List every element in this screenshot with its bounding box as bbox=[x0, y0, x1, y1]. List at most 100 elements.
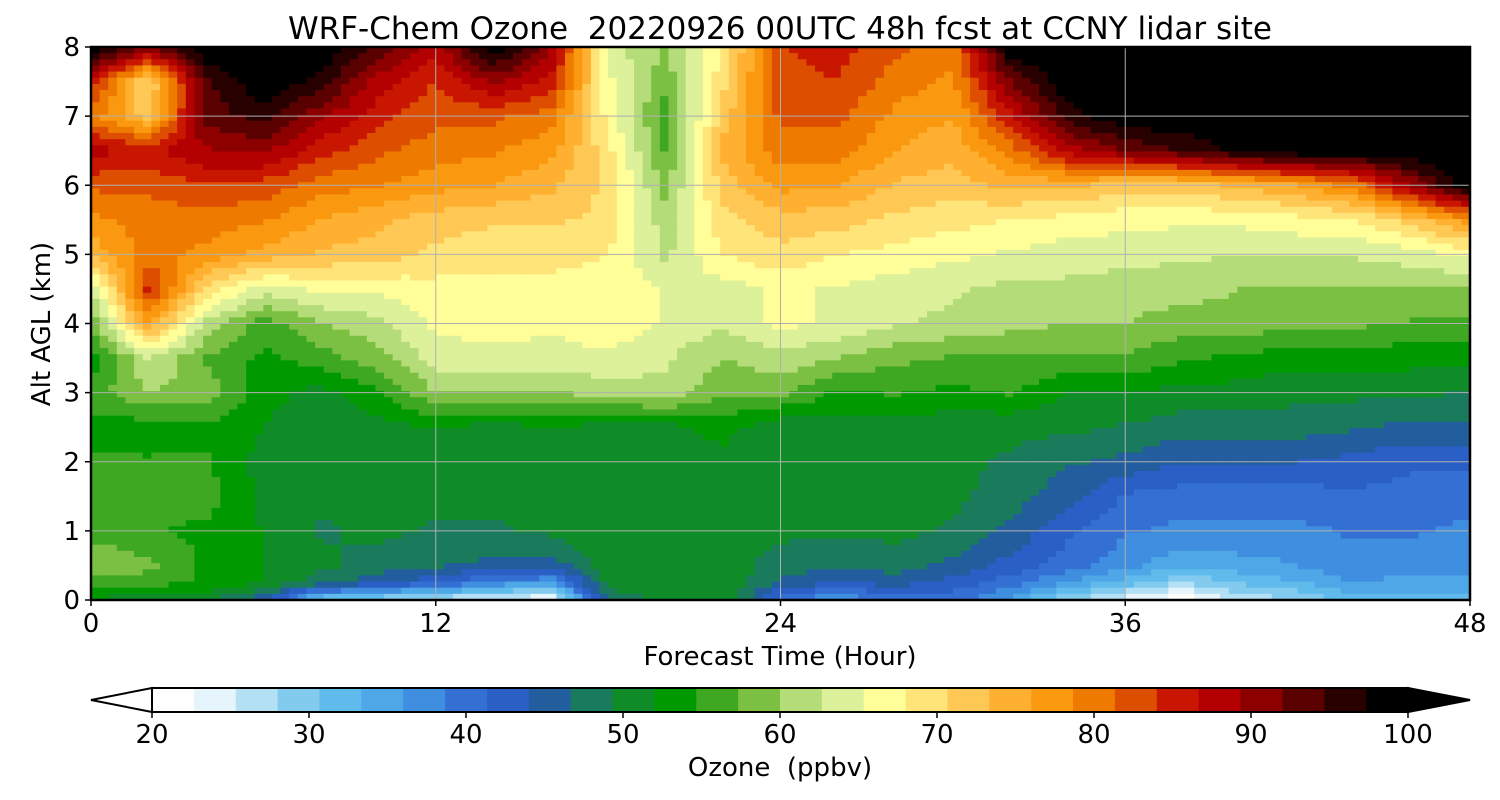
heatmap-cell bbox=[1013, 102, 1023, 110]
heatmap-cell bbox=[142, 114, 152, 122]
heatmap-cell bbox=[487, 102, 497, 110]
heatmap-cell bbox=[1332, 59, 1342, 67]
heatmap-cell bbox=[1151, 231, 1161, 239]
heatmap-cell bbox=[142, 206, 152, 214]
heatmap-cell bbox=[814, 47, 825, 54]
heatmap-cell bbox=[840, 219, 851, 226]
heatmap-cell bbox=[194, 83, 204, 91]
heatmap-cell bbox=[1254, 90, 1264, 97]
heatmap-cell bbox=[883, 77, 894, 85]
heatmap-cell bbox=[1314, 157, 1325, 165]
heatmap-cell bbox=[1108, 77, 1118, 85]
heatmap-cell bbox=[91, 120, 101, 128]
heatmap-cell bbox=[1435, 176, 1445, 183]
heatmap-cell bbox=[866, 108, 876, 116]
heatmap-cell bbox=[1220, 212, 1230, 220]
heatmap-cell bbox=[452, 194, 463, 202]
heatmap-cell bbox=[1047, 157, 1057, 165]
heatmap-cell bbox=[547, 176, 558, 183]
heatmap-cell bbox=[702, 108, 713, 116]
heatmap-cell bbox=[1039, 212, 1049, 220]
heatmap-cell bbox=[134, 157, 144, 165]
heatmap-cell bbox=[599, 163, 609, 171]
heatmap-cell bbox=[513, 47, 523, 54]
heatmap-cell bbox=[418, 47, 428, 54]
heatmap-cell bbox=[987, 96, 997, 103]
heatmap-cell bbox=[452, 71, 463, 79]
heatmap-cell bbox=[1306, 96, 1316, 103]
heatmap-cell bbox=[737, 163, 747, 171]
heatmap-cell bbox=[168, 231, 178, 239]
heatmap-cell bbox=[418, 120, 428, 128]
heatmap-cell bbox=[487, 206, 497, 214]
heatmap-cell bbox=[685, 145, 695, 153]
heatmap-cell bbox=[1176, 59, 1187, 67]
heatmap-cell bbox=[1418, 71, 1428, 79]
heatmap-cell bbox=[832, 90, 842, 97]
heatmap-cell bbox=[1133, 59, 1144, 67]
heatmap-cell bbox=[987, 59, 997, 67]
heatmap-cell bbox=[1185, 225, 1195, 232]
heatmap-cell bbox=[1426, 188, 1437, 196]
heatmap-cell bbox=[659, 96, 670, 103]
heatmap-cell bbox=[384, 194, 394, 202]
heatmap-cell bbox=[315, 225, 325, 232]
heatmap-cell bbox=[935, 65, 945, 73]
heatmap-cell bbox=[694, 206, 704, 214]
heatmap-cell bbox=[677, 139, 687, 146]
heatmap-cell bbox=[1116, 71, 1126, 79]
heatmap-cell bbox=[806, 96, 816, 103]
heatmap-cell bbox=[909, 225, 919, 232]
heatmap-cell bbox=[246, 176, 256, 183]
heatmap-cell bbox=[1211, 225, 1221, 232]
heatmap-cell bbox=[1142, 188, 1152, 196]
heatmap-cell bbox=[504, 90, 514, 97]
heatmap-cell bbox=[1194, 188, 1204, 196]
heatmap-cell bbox=[970, 163, 980, 171]
heatmap-cell bbox=[1289, 71, 1299, 79]
heatmap-cell bbox=[1332, 212, 1342, 220]
heatmap-cell bbox=[1013, 47, 1023, 54]
heatmap-cell bbox=[452, 102, 463, 110]
heatmap-cell bbox=[599, 71, 609, 79]
heatmap-cell bbox=[797, 65, 807, 73]
heatmap-cell bbox=[384, 157, 394, 165]
heatmap-cell bbox=[797, 219, 807, 226]
heatmap-cell bbox=[832, 188, 842, 196]
heatmap-cell bbox=[1323, 188, 1333, 196]
heatmap-cell bbox=[1340, 188, 1350, 196]
heatmap-cell bbox=[384, 65, 394, 73]
heatmap-cell bbox=[582, 145, 592, 153]
heatmap-cell bbox=[746, 126, 756, 134]
heatmap-cell bbox=[1426, 212, 1437, 220]
heatmap-cell bbox=[1133, 151, 1144, 159]
heatmap-cell bbox=[1064, 96, 1075, 103]
heatmap-cell bbox=[978, 114, 988, 122]
heatmap-cell bbox=[1280, 194, 1290, 202]
heatmap-cell bbox=[823, 114, 833, 122]
heatmap-cell bbox=[349, 83, 359, 91]
heatmap-cell bbox=[599, 47, 609, 54]
heatmap-cell bbox=[927, 65, 937, 73]
heatmap-cell bbox=[935, 114, 945, 122]
heatmap-cell bbox=[1142, 126, 1152, 134]
heatmap-cell bbox=[1461, 139, 1470, 146]
heatmap-cell bbox=[444, 212, 454, 220]
heatmap-cell bbox=[952, 59, 963, 67]
heatmap-cell bbox=[1021, 169, 1032, 177]
heatmap-cell bbox=[530, 219, 540, 226]
heatmap-cell bbox=[720, 59, 730, 67]
heatmap-cell bbox=[1185, 212, 1195, 220]
heatmap-cell bbox=[1116, 206, 1126, 214]
heatmap-cell bbox=[1056, 139, 1066, 146]
heatmap-cell bbox=[995, 65, 1006, 73]
heatmap-cell bbox=[418, 169, 428, 177]
heatmap-cell bbox=[263, 71, 273, 79]
heatmap-cell bbox=[1125, 133, 1135, 140]
heatmap-cell bbox=[1168, 90, 1178, 97]
heatmap-cell bbox=[995, 157, 1006, 165]
heatmap-cell bbox=[1461, 212, 1470, 220]
heatmap-cell bbox=[194, 102, 204, 110]
heatmap-cell bbox=[961, 231, 971, 239]
heatmap-cell bbox=[746, 90, 756, 97]
